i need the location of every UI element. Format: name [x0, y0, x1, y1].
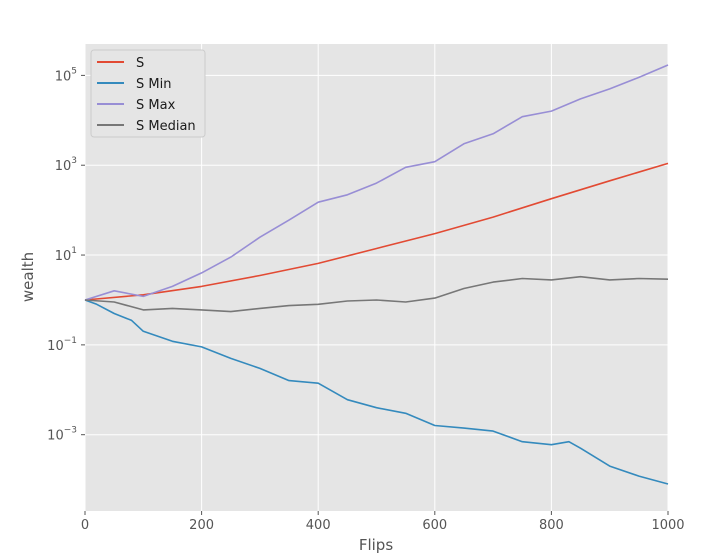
x-axis-label: Flips [359, 536, 393, 554]
y-tick-base: 10 [55, 249, 72, 264]
series-line-s-min [84, 299, 669, 485]
y-tick-exponent: −3 [64, 426, 77, 436]
x-tick-label: 800 [539, 518, 564, 533]
y-tick-base: 10 [55, 159, 72, 174]
y-axis-label: wealth [19, 252, 37, 302]
y-tick-base: 10 [55, 69, 72, 84]
legend-label: S Median [136, 119, 196, 134]
series-line-s [84, 162, 669, 301]
y-tick-exponent: −1 [64, 336, 77, 346]
y-tick-label: 101 [55, 246, 77, 264]
y-tick-base: 10 [47, 339, 64, 354]
y-tick-exponent: 5 [71, 66, 77, 76]
y-tick-label: 10−3 [47, 426, 77, 444]
x-axis-ticks: 0 200 400 600 800 1000 [81, 511, 685, 533]
y-tick-label: 10−1 [47, 336, 77, 354]
legend: S S Min S Max S Median [90, 49, 206, 138]
x-tick-label: 200 [189, 518, 214, 533]
y-tick-base: 10 [47, 429, 64, 444]
legend-label: S [136, 56, 144, 71]
x-tick-label: 0 [81, 518, 89, 533]
x-tick-label: 600 [422, 518, 447, 533]
series-line-s-max [84, 64, 669, 301]
legend-label: S Max [136, 98, 176, 113]
legend-label: S Min [136, 77, 171, 92]
y-tick-label: 105 [55, 66, 77, 84]
x-tick-label: 400 [306, 518, 331, 533]
series-lines [84, 64, 669, 485]
series-line-s-median [84, 275, 669, 313]
grid [84, 44, 669, 511]
legend-box [90, 49, 206, 138]
y-tick-exponent: 3 [71, 156, 77, 166]
x-tick-label: 1000 [651, 518, 684, 533]
y-tick-exponent: 1 [71, 246, 77, 256]
y-tick-label: 103 [55, 156, 77, 174]
